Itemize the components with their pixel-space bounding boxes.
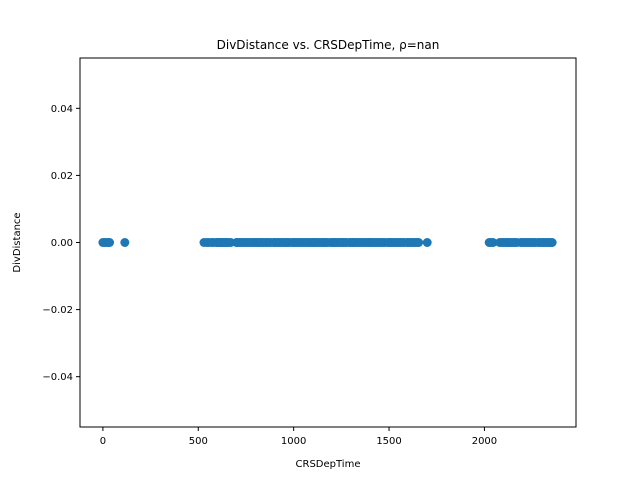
data-point: [105, 238, 115, 247]
x-tick-label: 1000: [281, 436, 306, 447]
x-axis-title: CRSDepTime: [296, 459, 361, 470]
y-tick-label: −0.04: [42, 372, 73, 383]
x-tick-label: 0: [100, 436, 106, 447]
y-tick-label: −0.02: [42, 305, 73, 316]
data-point: [120, 238, 130, 247]
data-point: [414, 238, 424, 247]
y-tick-label: 0.00: [51, 238, 73, 249]
x-tick-label: 2000: [472, 436, 497, 447]
y-tick-label: 0.02: [51, 171, 73, 182]
x-tick-label: 500: [189, 436, 208, 447]
x-tick-label: 1500: [376, 436, 401, 447]
data-point: [422, 238, 432, 247]
scatter-points: [98, 238, 557, 247]
y-axis-title: DivDistance: [12, 212, 23, 272]
data-point: [488, 238, 498, 247]
chart-title: DivDistance vs. CRSDepTime, ρ=nan: [217, 38, 440, 52]
x-axis-ticks: 0 500 1000 1500 2000: [100, 427, 497, 447]
data-point: [547, 238, 557, 247]
y-tick-label: 0.04: [51, 104, 73, 115]
y-axis-ticks: −0.04 −0.02 0.00 0.02 0.04: [42, 104, 80, 383]
